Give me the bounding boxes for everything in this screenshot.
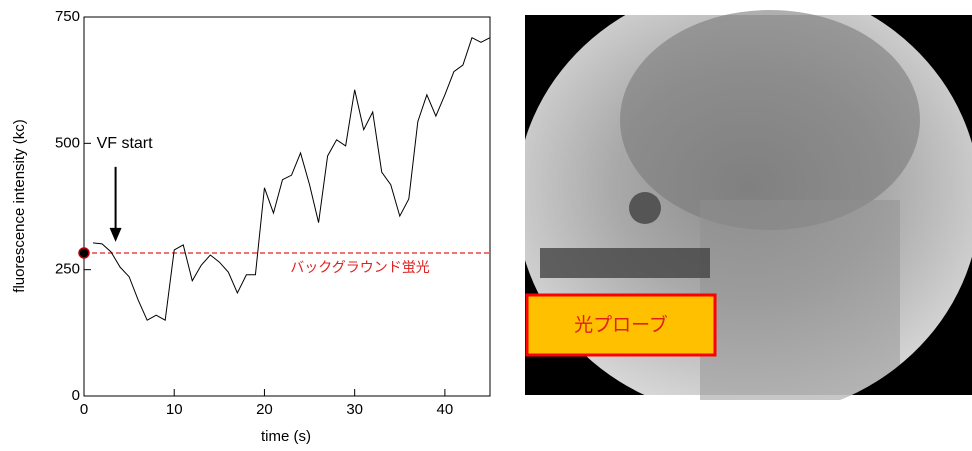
y-tick-label: 250 [55, 261, 80, 278]
x-axis-label: time (s) [261, 428, 311, 445]
plot-frame [84, 17, 490, 396]
annotation: VF start [97, 135, 154, 152]
head-shadow [620, 10, 920, 230]
x-tick-label: 40 [437, 401, 454, 418]
figure: 光プローブ time (s) fluorescence intensity (k… [0, 0, 972, 446]
x-tick-label: 30 [346, 401, 363, 418]
x-tick-label: 10 [166, 401, 183, 418]
probe-shadow [540, 248, 710, 278]
xray-photo: 光プローブ [525, 10, 972, 400]
reference-label: バックグラウンド蛍光 [290, 260, 429, 276]
series-line [93, 38, 490, 320]
y-tick-label: 0 [72, 387, 80, 404]
y-tick-label: 500 [55, 134, 80, 151]
x-tick-label: 20 [256, 401, 273, 418]
start-marker [79, 248, 89, 258]
probe-label: 光プローブ [574, 313, 668, 336]
round-object [629, 192, 661, 224]
y-tick-label: 750 [55, 8, 80, 25]
annotation-arrow-head [110, 228, 122, 242]
x-tick-label: 0 [80, 401, 88, 418]
y-axis-label: fluorescence intensity (kc) [11, 119, 28, 292]
neck-shadow [700, 200, 900, 400]
